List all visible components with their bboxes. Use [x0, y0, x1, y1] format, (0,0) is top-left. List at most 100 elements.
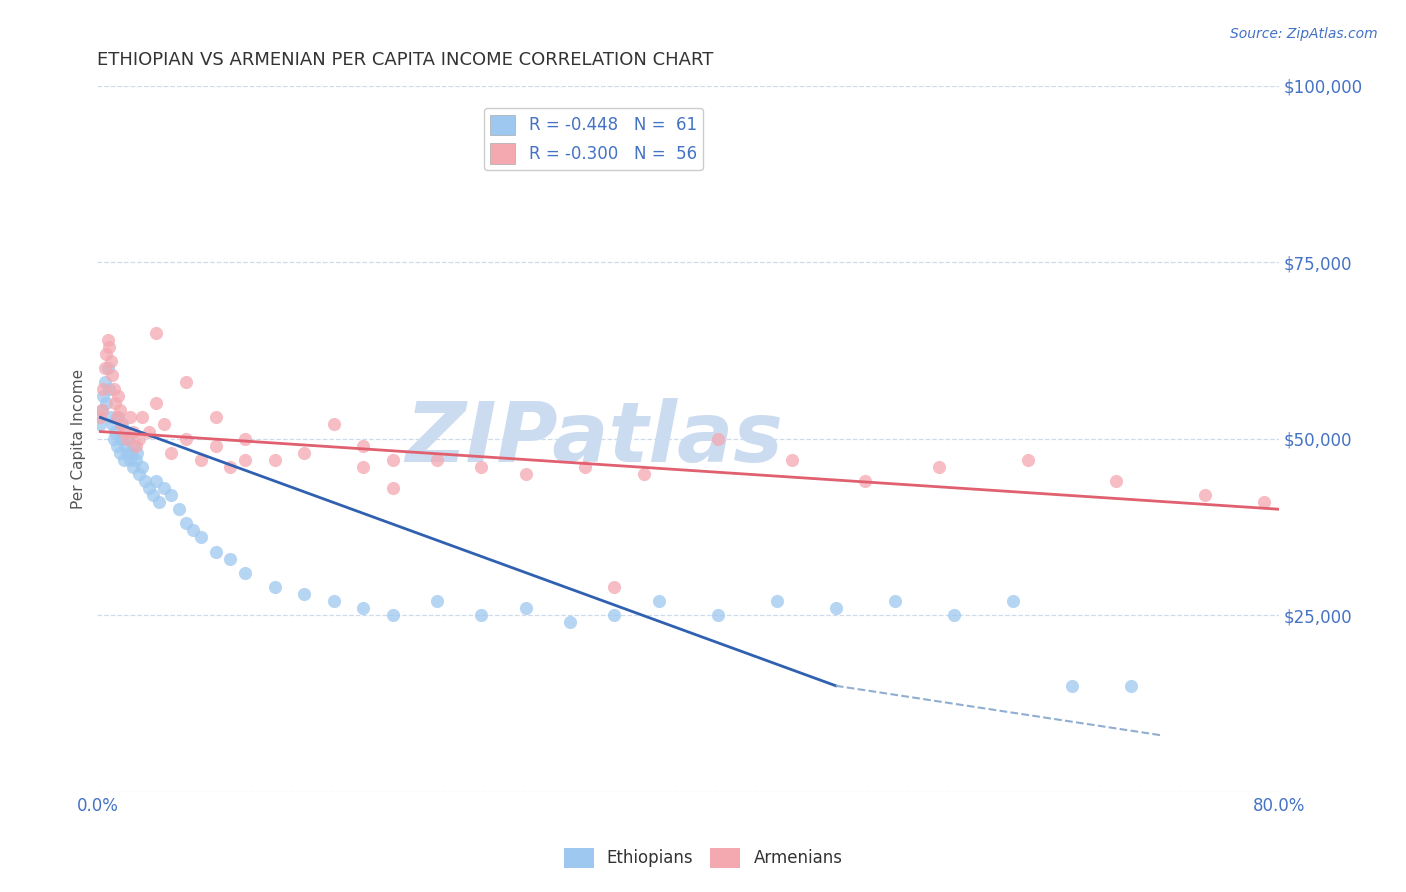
Point [103, 432, 125, 446]
Point [292, 446, 315, 460]
Point [204, 439, 226, 453]
Point [110, 432, 132, 446]
Point [780, 452, 803, 467]
Point [104, 425, 127, 439]
Point [145, 326, 167, 340]
Point [233, 432, 256, 446]
Text: ETHIOPIAN VS ARMENIAN PER CAPITA INCOME CORRELATION CHART: ETHIOPIAN VS ARMENIAN PER CAPITA INCOME … [97, 51, 714, 69]
Point [142, 488, 165, 502]
Point [470, 608, 492, 623]
Point [1121, 679, 1143, 693]
Point [1017, 452, 1039, 467]
Point [117, 432, 139, 446]
Point [292, 587, 315, 601]
Point [118, 452, 141, 467]
Point [174, 375, 197, 389]
Point [706, 608, 728, 623]
Point [153, 417, 176, 432]
Point [515, 601, 537, 615]
Point [138, 481, 160, 495]
Point [145, 396, 167, 410]
Point [1002, 594, 1025, 608]
Point [160, 446, 183, 460]
Point [470, 459, 492, 474]
Point [107, 410, 129, 425]
Point [127, 446, 149, 460]
Point [108, 446, 131, 460]
Point [145, 474, 167, 488]
Point [89, 410, 111, 425]
Point [98, 340, 121, 354]
Point [853, 474, 876, 488]
Point [101, 368, 124, 382]
Point [1062, 679, 1084, 693]
Point [104, 396, 127, 410]
Point [100, 410, 122, 425]
Point [111, 417, 134, 432]
Point [89, 417, 111, 432]
Point [942, 608, 965, 623]
Point [148, 495, 170, 509]
Point [233, 566, 256, 580]
Point [108, 403, 131, 417]
Point [883, 594, 905, 608]
Point [90, 403, 112, 417]
Point [219, 459, 242, 474]
Point [190, 452, 212, 467]
Point [603, 580, 626, 594]
Point [112, 425, 135, 439]
Point [105, 410, 128, 425]
Point [706, 432, 728, 446]
Point [93, 375, 115, 389]
Point [91, 382, 114, 396]
Point [121, 459, 143, 474]
Point [101, 417, 124, 432]
Point [558, 615, 581, 630]
Point [765, 594, 787, 608]
Point [233, 452, 256, 467]
Point [118, 410, 141, 425]
Point [97, 361, 120, 376]
Legend: Ethiopians, Armenians: Ethiopians, Armenians [557, 841, 849, 875]
Point [128, 432, 150, 446]
Point [204, 544, 226, 558]
Point [183, 524, 205, 538]
Point [96, 396, 118, 410]
Point [381, 452, 404, 467]
Point [120, 446, 142, 460]
Point [381, 481, 404, 495]
Point [928, 459, 950, 474]
Point [633, 467, 655, 481]
Point [190, 531, 212, 545]
Point [426, 594, 449, 608]
Point [125, 452, 148, 467]
Point [603, 608, 626, 623]
Point [91, 389, 114, 403]
Text: ZIPatlas: ZIPatlas [405, 398, 783, 479]
Point [426, 452, 449, 467]
Point [107, 389, 129, 403]
Point [105, 439, 128, 453]
Point [115, 446, 138, 460]
Point [1194, 488, 1216, 502]
Point [174, 432, 197, 446]
Point [515, 467, 537, 481]
Point [121, 425, 143, 439]
Point [824, 601, 846, 615]
Point [98, 382, 121, 396]
Point [128, 467, 150, 481]
Point [134, 474, 156, 488]
Point [90, 403, 112, 417]
Point [322, 417, 344, 432]
Point [114, 439, 136, 453]
Point [153, 481, 176, 495]
Point [381, 608, 404, 623]
Point [263, 580, 285, 594]
Point [352, 459, 374, 474]
Point [160, 488, 183, 502]
Point [125, 439, 148, 453]
Point [1253, 495, 1275, 509]
Point [204, 410, 226, 425]
Point [115, 432, 138, 446]
Point [574, 459, 596, 474]
